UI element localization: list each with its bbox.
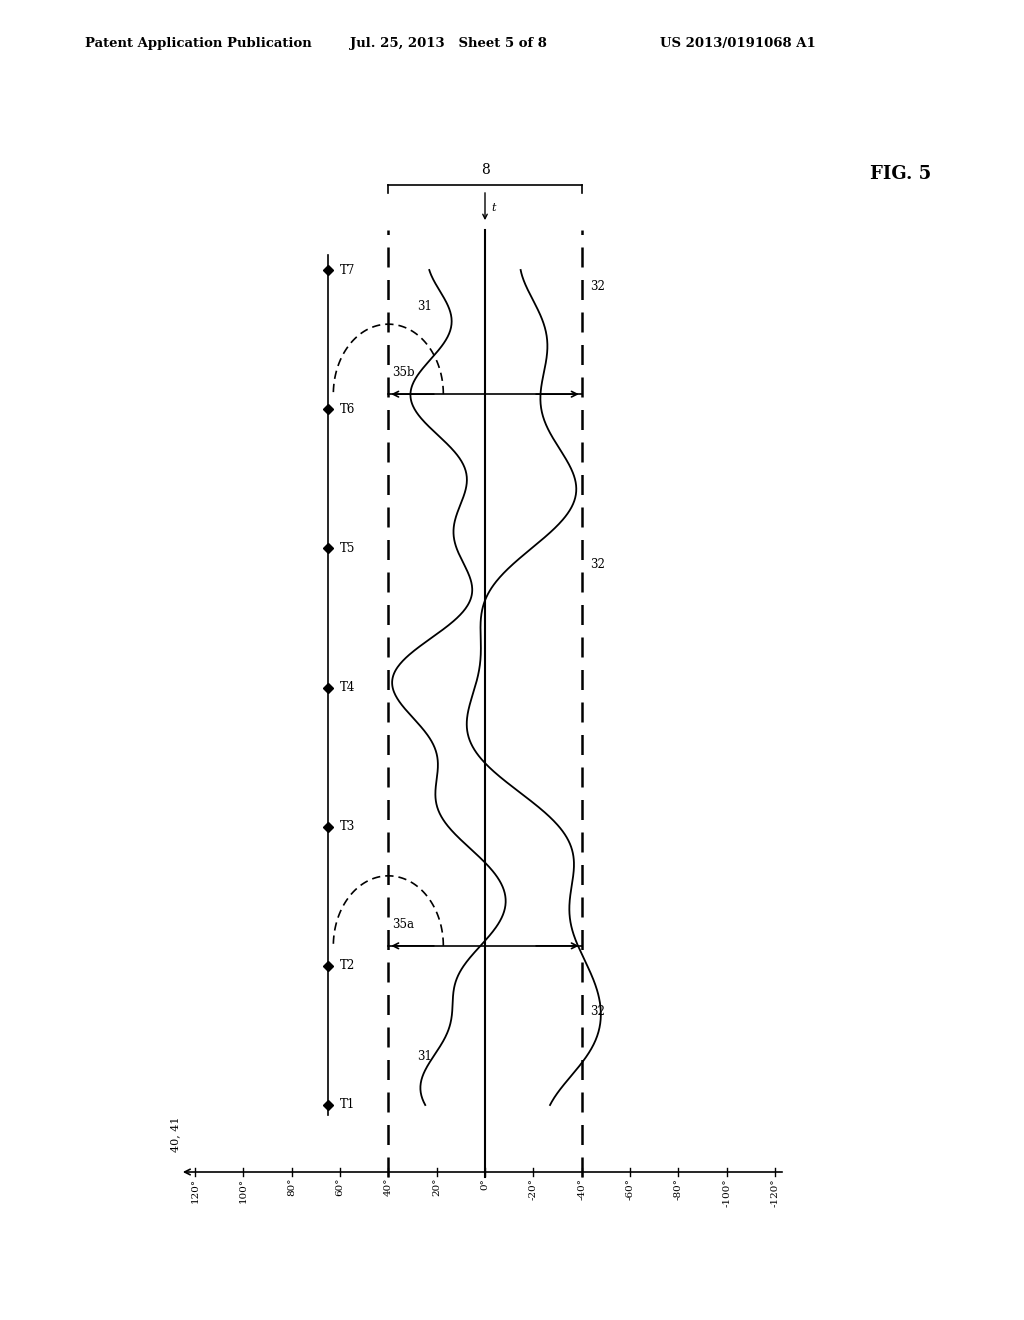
Text: T4: T4 [340, 681, 355, 694]
Text: US 2013/0191068 A1: US 2013/0191068 A1 [660, 37, 816, 50]
Text: 35b: 35b [392, 366, 415, 379]
Text: 31: 31 [417, 300, 432, 313]
Text: -60°: -60° [626, 1177, 635, 1200]
Text: T1: T1 [340, 1098, 355, 1111]
Text: -40°: -40° [578, 1177, 586, 1200]
Text: t: t [490, 203, 496, 213]
Text: 32: 32 [590, 558, 604, 572]
Text: T7: T7 [340, 264, 355, 276]
Text: 8: 8 [480, 162, 489, 177]
Text: Patent Application Publication: Patent Application Publication [85, 37, 311, 50]
Text: -20°: -20° [528, 1177, 538, 1200]
Text: 35a: 35a [392, 917, 415, 931]
Text: FIG. 5: FIG. 5 [870, 165, 931, 183]
Text: -100°: -100° [722, 1177, 731, 1206]
Text: 80°: 80° [287, 1177, 296, 1196]
Text: 100°: 100° [239, 1177, 248, 1203]
Text: 120°: 120° [190, 1177, 200, 1203]
Text: 31: 31 [417, 1049, 432, 1063]
Text: 0°: 0° [480, 1177, 489, 1189]
Text: -80°: -80° [674, 1177, 683, 1200]
Text: T3: T3 [340, 820, 355, 833]
Text: 40, 41: 40, 41 [170, 1117, 180, 1152]
Text: T2: T2 [340, 960, 355, 973]
Text: 32: 32 [590, 280, 604, 293]
Text: 60°: 60° [336, 1177, 344, 1196]
Text: Jul. 25, 2013   Sheet 5 of 8: Jul. 25, 2013 Sheet 5 of 8 [350, 37, 547, 50]
Text: T6: T6 [340, 403, 355, 416]
Text: 40°: 40° [384, 1177, 393, 1196]
Text: 32: 32 [590, 1005, 604, 1018]
Text: 20°: 20° [432, 1177, 441, 1196]
Text: T5: T5 [340, 541, 355, 554]
Text: -120°: -120° [770, 1177, 779, 1206]
